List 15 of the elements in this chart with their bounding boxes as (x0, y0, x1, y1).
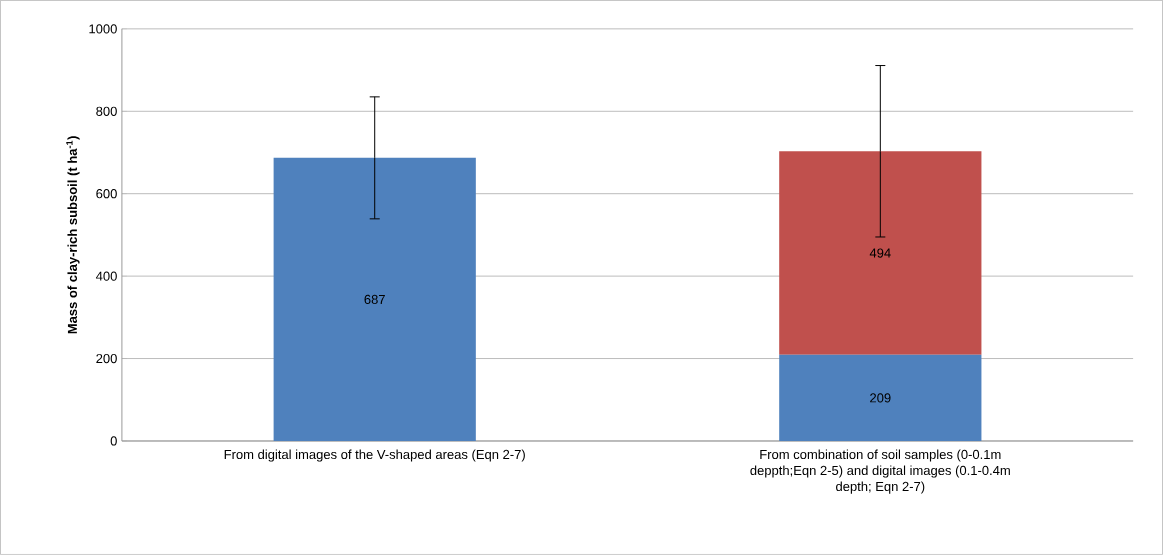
x-tick-label: From combination of soil samples (0-0.1m deppth;Eqn 2-5) and digital images (0.1-0.4m depth; Eqn 2-7) (750, 449, 1010, 494)
bar (779, 354, 982, 442)
y-tick-label: 200 (96, 354, 117, 364)
y-axis-title: Mass of clay-rich subsoil (t ha$^{-1}$) (66, 136, 80, 334)
data-label: 687 (364, 294, 385, 305)
y-tick-label: 800 (96, 106, 117, 116)
y-tick-label: 1000 (89, 24, 117, 34)
x-tick-label: From digital images of the V-shaped areas (Eqn 2-7) (224, 449, 525, 462)
y-tick-label: 400 (95, 271, 117, 281)
bar (779, 151, 982, 355)
bar (273, 157, 476, 442)
data-label: 494 (869, 248, 891, 258)
y-tick-label: 600 (96, 189, 117, 199)
y-tick-label: 0 (110, 436, 117, 446)
data-label: 209 (870, 393, 891, 403)
